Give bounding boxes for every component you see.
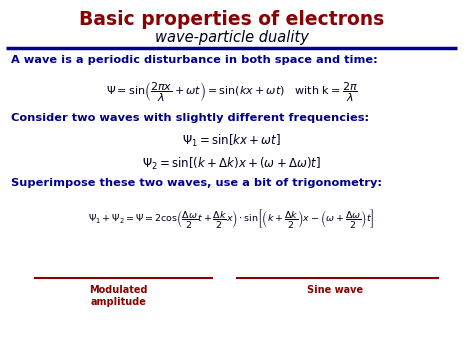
Text: wave-particle duality: wave-particle duality [155, 29, 309, 45]
Text: $\Psi = \sin\!\left(\dfrac{2\pi x}{\lambda} + \omega t\right) = \sin(kx + \omega: $\Psi = \sin\!\left(\dfrac{2\pi x}{\lamb… [106, 81, 357, 104]
Text: Sine wave: Sine wave [307, 285, 363, 295]
Text: Consider two waves with slightly different frequencies:: Consider two waves with slightly differe… [10, 113, 369, 124]
Text: Modulated
amplitude: Modulated amplitude [90, 285, 148, 306]
Text: $\Psi_1 + \Psi_2 = \Psi = 2\cos\!\left(\dfrac{\Delta\omega}{2}t + \dfrac{\Delta : $\Psi_1 + \Psi_2 = \Psi = 2\cos\!\left(\… [88, 207, 375, 230]
Text: Superimpose these two waves, use a bit of trigonometry:: Superimpose these two waves, use a bit o… [10, 178, 382, 188]
Text: Basic properties of electrons: Basic properties of electrons [79, 10, 384, 29]
Text: $\Psi_1 = \sin\!\left[kx + \omega t\right]$: $\Psi_1 = \sin\!\left[kx + \omega t\righ… [182, 132, 281, 148]
Text: A wave is a periodic disturbance in both space and time:: A wave is a periodic disturbance in both… [10, 55, 377, 65]
Text: $\Psi_2 = \sin\!\left[(k+\Delta k)x + (\omega + \Delta\omega)t\right]$: $\Psi_2 = \sin\!\left[(k+\Delta k)x + (\… [142, 155, 321, 172]
